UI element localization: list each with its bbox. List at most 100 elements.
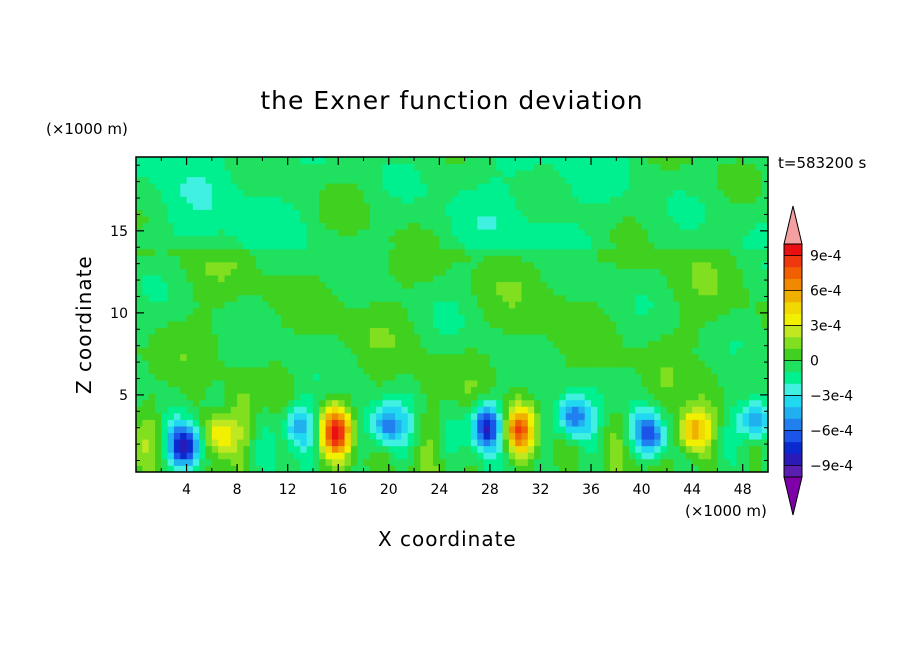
- field-cell: [527, 452, 535, 460]
- field-cell: [414, 196, 421, 204]
- field-cell: [300, 360, 308, 368]
- field-cell: [230, 176, 238, 184]
- field-cell: [464, 268, 472, 276]
- field-cell: [641, 262, 649, 269]
- field-cell: [692, 340, 699, 348]
- field-cell: [211, 189, 219, 197]
- field-cell: [502, 380, 510, 388]
- field-cell: [388, 340, 396, 348]
- field-cell: [616, 412, 624, 420]
- field-cell: [730, 248, 737, 256]
- field-cell: [439, 419, 447, 427]
- field-cell: [136, 458, 143, 466]
- field-cell: [294, 209, 301, 217]
- field-cell: [275, 301, 282, 309]
- field-cell: [376, 399, 383, 407]
- field-cell: [534, 347, 541, 355]
- field-cell: [319, 268, 326, 276]
- field-cell: [350, 268, 358, 276]
- field-cell: [553, 314, 560, 322]
- field-cell: [660, 452, 668, 460]
- field-cell: [540, 307, 548, 315]
- field-cell: [622, 314, 630, 322]
- field-cell: [508, 301, 516, 309]
- field-cell: [736, 432, 744, 440]
- field-cell: [534, 380, 541, 388]
- field-cell: [597, 340, 605, 348]
- field-cell: [679, 209, 687, 217]
- field-cell: [426, 386, 434, 394]
- field-cell: [755, 373, 763, 381]
- field-cell: [698, 262, 706, 269]
- field-cell: [256, 242, 263, 250]
- field-cell: [237, 216, 244, 224]
- field-cell: [382, 353, 390, 361]
- field-cell: [616, 373, 624, 381]
- field-cell: [445, 439, 453, 447]
- field-cell: [407, 242, 415, 250]
- field-cell: [186, 189, 194, 197]
- field-cell: [148, 314, 156, 322]
- field-cell: [742, 360, 750, 368]
- field-cell: [546, 406, 554, 414]
- x-tick-label: 4: [182, 482, 191, 498]
- field-cell: [344, 314, 352, 322]
- field-cell: [395, 183, 402, 191]
- field-cell: [622, 176, 630, 184]
- field-cell: [534, 229, 541, 237]
- field-cell: [369, 189, 377, 197]
- field-cell: [218, 412, 225, 420]
- field-cell: [218, 288, 225, 296]
- x-tick-label: 16: [329, 482, 347, 498]
- field-cell: [325, 216, 333, 224]
- field-cell: [180, 406, 187, 414]
- field-cell: [527, 268, 535, 276]
- field-cell: [470, 321, 478, 329]
- field-cell: [578, 406, 586, 414]
- field-cell: [369, 393, 377, 401]
- field-cell: [515, 294, 522, 302]
- field-cell: [363, 399, 371, 407]
- field-cell: [591, 248, 598, 256]
- field-cell: [224, 386, 232, 394]
- field-cell: [262, 281, 270, 289]
- field-cell: [730, 163, 737, 171]
- field-cell: [628, 216, 636, 224]
- field-cell: [546, 380, 554, 388]
- field-cell: [616, 216, 624, 224]
- field-cell: [401, 157, 409, 164]
- field-cell: [591, 412, 598, 420]
- field-cell: [749, 176, 756, 184]
- field-cell: [230, 229, 238, 237]
- field-cell: [180, 301, 187, 309]
- field-cell: [186, 334, 194, 342]
- field-cell: [723, 163, 731, 171]
- field-cell: [433, 452, 440, 460]
- field-cell: [388, 399, 396, 407]
- field-cell: [452, 255, 459, 263]
- field-cell: [256, 255, 263, 263]
- field-cell: [565, 393, 573, 401]
- field-cell: [275, 189, 282, 197]
- field-cell: [628, 281, 636, 289]
- field-cell: [628, 189, 636, 197]
- field-cell: [559, 412, 567, 420]
- field-cell: [502, 288, 510, 296]
- field-cell: [230, 373, 238, 381]
- field-cell: [218, 373, 225, 381]
- field-cell: [666, 281, 674, 289]
- field-cell: [508, 294, 516, 302]
- field-cell: [704, 268, 712, 276]
- field-cell: [319, 176, 326, 184]
- field-cell: [660, 294, 668, 302]
- field-cell: [723, 281, 731, 289]
- field-cell: [388, 406, 396, 414]
- field-cell: [730, 334, 737, 342]
- field-cell: [628, 235, 636, 243]
- field-cell: [268, 432, 276, 440]
- field-cell: [635, 439, 642, 447]
- field-cell: [755, 255, 763, 263]
- field-cell: [439, 288, 447, 296]
- field-cell: [180, 399, 187, 407]
- field-cell: [287, 183, 295, 191]
